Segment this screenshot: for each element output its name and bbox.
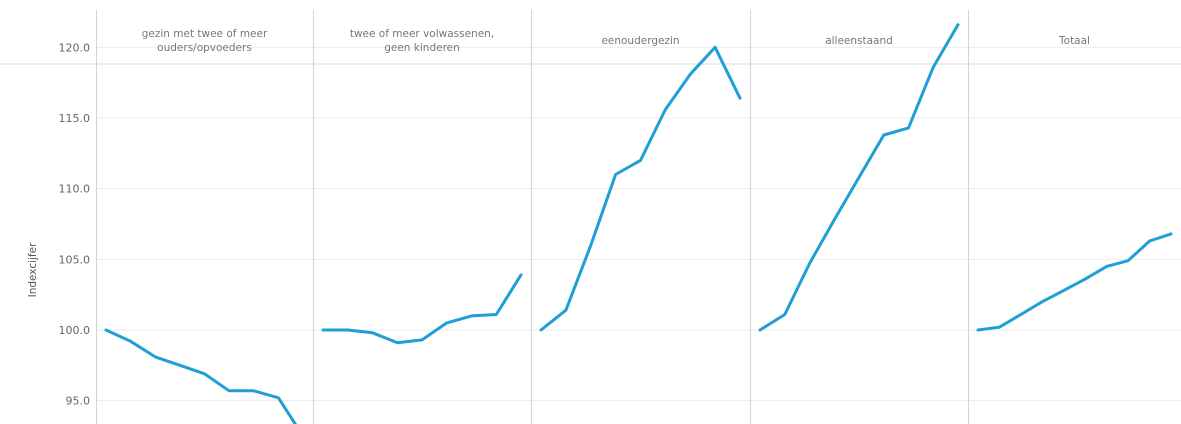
panel-header-line: twee of meer volwassenen, xyxy=(350,28,494,40)
y-tick-label: 100.0 xyxy=(59,324,91,337)
y-tick-label: 115.0 xyxy=(59,112,91,125)
panel-header: gezin met twee of meer ouders/opvoeders xyxy=(142,28,268,54)
y-tick-label: 110.0 xyxy=(59,183,91,196)
y-tick-label: 95.0 xyxy=(66,395,91,408)
panel-header-line: ouders/opvoeders xyxy=(157,42,252,54)
y-tick-label: 105.0 xyxy=(59,253,91,266)
series-line-panel-4 xyxy=(758,23,960,332)
panel-header: eenoudergezin xyxy=(601,35,679,47)
panel-separators xyxy=(0,10,1181,424)
series-line-panel-3 xyxy=(539,45,742,332)
series-lines xyxy=(104,23,1173,424)
panel-header-line: gezin met twee of meer xyxy=(142,28,268,40)
gridlines xyxy=(96,46,1181,402)
y-axis-title: Indexcijfer xyxy=(27,242,39,297)
panel-headers: gezin met twee of meer ouders/opvoeders tw… xyxy=(142,28,1090,54)
series-line-panel-5 xyxy=(976,232,1173,332)
panel-header: twee of meer volwassenen, geen kinderen xyxy=(350,28,494,54)
y-tick-label: 120.0 xyxy=(59,41,91,54)
series-line-panel-1 xyxy=(104,328,298,424)
series-line-panel-2 xyxy=(321,273,523,345)
panel-header: Totaal xyxy=(1058,35,1090,47)
panel-header: alleenstaand xyxy=(825,35,893,47)
y-axis: 95.0 100.0 105.0 110.0 115.0 120.0 Indexcijfer xyxy=(27,41,90,407)
panel-header-line: geen kinderen xyxy=(384,42,460,54)
